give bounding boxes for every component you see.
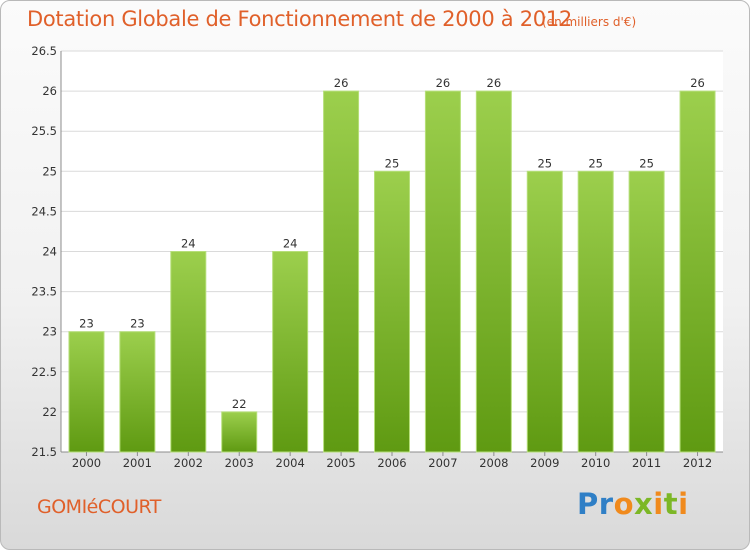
- bar: [170, 251, 207, 453]
- data-label: 24: [181, 237, 196, 251]
- data-label: 25: [385, 156, 400, 170]
- data-label: 22: [232, 397, 247, 411]
- y-tick-label: 23.5: [31, 285, 57, 299]
- chart-unit: (en milliers d'€): [542, 15, 637, 29]
- bar: [475, 90, 512, 453]
- data-label: 23: [79, 317, 94, 331]
- y-tick-label: 22.5: [31, 365, 57, 379]
- x-tick-label: 2010: [581, 456, 610, 470]
- x-tick-label: 2006: [377, 456, 406, 470]
- y-tick-label: 24: [42, 245, 57, 259]
- bar: [679, 90, 716, 453]
- x-tick-label: 2012: [683, 456, 712, 470]
- x-tick-label: 2004: [276, 456, 305, 470]
- bar: [526, 170, 563, 453]
- bar: [119, 331, 156, 453]
- y-tick-label: 25.5: [31, 124, 57, 138]
- x-tick-label: 2007: [428, 456, 457, 470]
- x-tick-label: 2008: [479, 456, 508, 470]
- y-tick-label: 21.5: [31, 445, 57, 459]
- commune-name: GOMIéCOURT: [37, 496, 161, 518]
- x-tick-label: 2003: [225, 456, 254, 470]
- bar: [68, 331, 105, 453]
- chart-title: Dotation Globale de Fonctionnement de 20…: [27, 7, 572, 31]
- data-label: 26: [487, 76, 502, 90]
- data-label: 25: [588, 156, 603, 170]
- x-tick-label: 2000: [72, 456, 101, 470]
- y-tick-label: 24.5: [31, 204, 57, 218]
- bar: [272, 251, 309, 453]
- x-tick-label: 2005: [326, 456, 355, 470]
- bar: [628, 170, 665, 453]
- data-label: 26: [690, 76, 705, 90]
- data-label: 25: [537, 156, 552, 170]
- bar: [374, 170, 410, 453]
- x-tick-label: 2011: [632, 456, 661, 470]
- data-label: 25: [639, 156, 654, 170]
- y-tick-label: 22: [42, 405, 57, 419]
- bar: [577, 170, 614, 453]
- data-label: 26: [334, 76, 349, 90]
- data-label: 26: [436, 76, 451, 90]
- x-tick-label: 2002: [174, 456, 203, 470]
- bar: [221, 411, 258, 453]
- bar: [323, 90, 360, 453]
- x-tick-label: 2009: [530, 456, 559, 470]
- y-tick-label: 23: [42, 325, 57, 339]
- y-tick-label: 25: [42, 164, 57, 178]
- bar: [424, 90, 461, 453]
- y-tick-label: 26.5: [31, 44, 57, 58]
- x-tick-label: 2001: [123, 456, 152, 470]
- data-label: 23: [130, 317, 145, 331]
- y-tick-label: 26: [42, 84, 57, 98]
- proxiti-logo[interactable]: Proxiti: [577, 487, 689, 521]
- data-label: 24: [283, 237, 298, 251]
